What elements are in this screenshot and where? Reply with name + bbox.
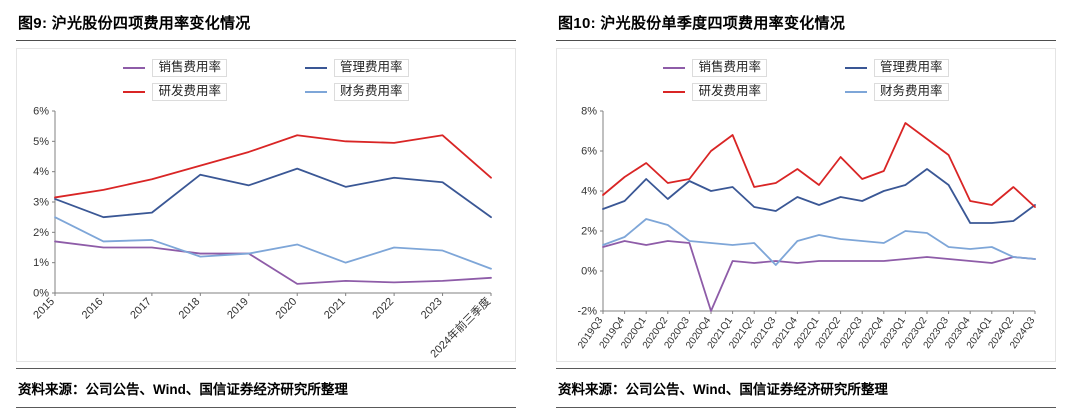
figure10-line-chart: -2%0%2%4%6%8%2019Q32019Q42020Q12020Q2202… (576, 106, 1038, 351)
figure9-legend: 销售费用率 管理费用率研发费用率 财务费用率 (123, 55, 409, 103)
figure10-title: 图10: 沪光股份单季度四项费用率变化情况 (556, 10, 1056, 41)
legend-line-swatch (663, 67, 686, 69)
svg-text:0%: 0% (33, 288, 49, 300)
svg-text:2017: 2017 (128, 296, 154, 322)
svg-text:8%: 8% (581, 106, 597, 118)
figure9-title: 图9: 沪光股份四项费用率变化情况 (16, 10, 516, 41)
legend-line-swatch (845, 91, 867, 93)
legend-label: 管理费用率 (874, 59, 949, 77)
legend-line-swatch (123, 67, 146, 69)
legend-label: 管理费用率 (334, 59, 409, 77)
legend-label: 研发费用率 (152, 83, 227, 101)
figure10-panel: 图10: 沪光股份单季度四项费用率变化情况 销售费用率 管理费用率研发费用率 财务费… (540, 0, 1080, 414)
svg-text:6%: 6% (33, 106, 49, 118)
legend-label: 销售费用率 (152, 59, 227, 77)
svg-text:6%: 6% (581, 146, 597, 158)
figure10-legend: 销售费用率 管理费用率研发费用率 财务费用率 (663, 55, 949, 103)
legend-item: 销售费用率 (123, 59, 227, 77)
svg-text:1%: 1% (33, 257, 49, 269)
svg-text:2020: 2020 (274, 296, 300, 322)
figure9-panel: 图9: 沪光股份四项费用率变化情况 销售费用率 管理费用率研发费用率 财务费用率 0… (16, 10, 516, 408)
legend-line-swatch (123, 91, 146, 93)
svg-text:5%: 5% (33, 136, 49, 148)
svg-text:0%: 0% (581, 266, 597, 278)
legend-item: 财务费用率 (845, 83, 949, 101)
svg-text:2016: 2016 (80, 296, 106, 322)
svg-text:2%: 2% (581, 226, 597, 238)
legend-line-swatch (305, 67, 327, 69)
legend-label: 财务费用率 (334, 83, 409, 101)
figure10-chart-area: 销售费用率 管理费用率 研发费用率 财务费用率 -2% 0% 2% 4% 6% 8% 2019Q3… (556, 48, 1056, 362)
svg-text:2018: 2018 (177, 296, 203, 322)
figure10-source-note: 资料来源：公司公告、Wind、国信证券经济研究所整理 (556, 368, 1056, 408)
figure9-source-note: 资料来源：公司公告、Wind、国信证券经济研究所整理 (16, 368, 516, 408)
svg-text:4%: 4% (581, 186, 597, 198)
legend-item: 管理费用率 (845, 59, 949, 77)
legend-line-swatch (305, 91, 327, 93)
legend-item: 财务费用率 (305, 83, 409, 101)
svg-text:3%: 3% (33, 197, 49, 209)
legend-line-swatch (663, 91, 686, 93)
legend-label: 销售费用率 (692, 59, 767, 77)
svg-text:2021: 2021 (322, 296, 348, 322)
figure9-chart-area: 销售费用率 管理费用率研发费用率 财务费用率 0% 1% 2% 3% 4% 5% 6% 2015 2… (16, 48, 516, 362)
svg-text:2%: 2% (33, 227, 49, 239)
figure9-line-chart: 0% 1% 2% 3% 4% 5% 6% 2015 2016 2017 2018 2019 2020 20… (31, 106, 493, 361)
legend-item: 销售费用率 (663, 59, 767, 77)
svg-text:2022: 2022 (370, 296, 396, 322)
legend-line-swatch (845, 67, 867, 69)
legend-label: 研发费用率 (692, 83, 767, 101)
svg-text:2015: 2015 (31, 296, 57, 322)
svg-text:2023: 2023 (419, 296, 445, 322)
svg-text:-2%: -2% (577, 306, 597, 318)
legend-item: 研发费用率 (663, 83, 767, 101)
legend-label: 财务费用率 (874, 83, 949, 101)
svg-text:2019: 2019 (225, 296, 251, 322)
svg-text:4%: 4% (33, 166, 49, 178)
legend-item: 管理费用率 (305, 59, 409, 77)
legend-item: 研发费用率 (123, 83, 227, 101)
